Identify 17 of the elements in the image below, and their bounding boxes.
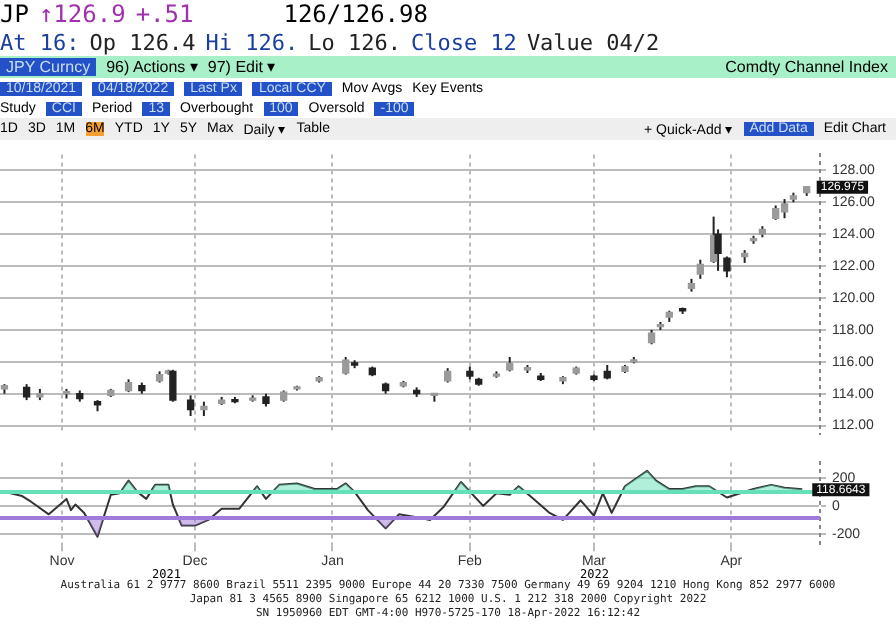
candlestick (780, 198, 789, 220)
text: 126/126.98 (283, 0, 428, 28)
text: At 16: (0, 29, 80, 55)
candlestick (696, 258, 704, 280)
text: Close 12 (410, 29, 517, 55)
text: +.51 (135, 0, 194, 28)
text: Comdty Channel Index (725, 58, 888, 76)
text: JP (0, 0, 29, 28)
text: 96) Actions ▾ (106, 58, 198, 76)
text: Hi 126. (205, 29, 299, 55)
candlestick (186, 394, 195, 418)
text: JPY Curncy (0, 58, 97, 76)
text: ↑126.9 (38, 0, 126, 28)
text: Value 04/2 (526, 29, 660, 55)
text: 97) Edit ▾ (207, 58, 276, 76)
text: Op 126.4 (89, 29, 196, 55)
text: Lo 126. (308, 29, 401, 55)
